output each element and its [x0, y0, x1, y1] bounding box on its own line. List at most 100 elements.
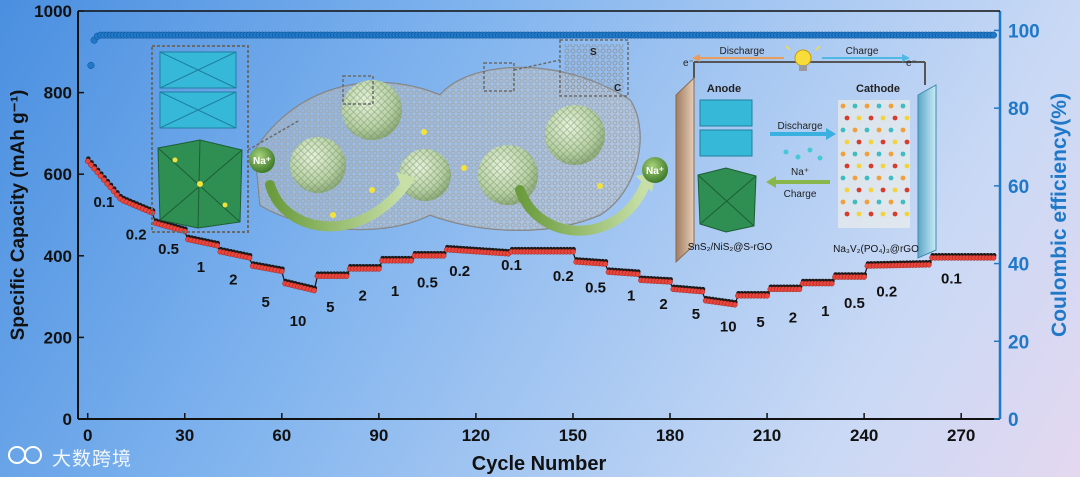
discharge-capacity-point [279, 268, 285, 275]
rate-label: 5 [692, 306, 700, 323]
cathode-atom [876, 199, 882, 205]
capacity-series [84, 156, 997, 308]
cathode-atom [892, 187, 898, 193]
discharge-capacity-point [570, 248, 576, 255]
cathode-atom [856, 139, 862, 145]
cathode-atom [864, 199, 870, 205]
x-tick-label: 60 [272, 426, 291, 445]
plot-frame [77, 10, 1002, 420]
cathode-atom [840, 103, 846, 109]
anode-label: Anode [707, 83, 741, 95]
material-schematic: S C Na⁺ Na⁺ [151, 39, 668, 236]
cathode-crystal [838, 100, 910, 228]
discharge-capacity-point [634, 271, 641, 277]
cathode-atom [904, 211, 910, 217]
anode-plate [675, 76, 695, 264]
y-left-tick-label: 200 [44, 328, 72, 347]
cathode-atom [844, 187, 850, 193]
cathode-atom [892, 139, 898, 145]
cathode-atom [844, 139, 850, 145]
cathode-plate [917, 84, 937, 259]
y-right-tick-label: 40 [1008, 255, 1029, 276]
cathode-atom [888, 127, 894, 133]
cathode-atom [888, 103, 894, 109]
discharge-capacity-point [796, 286, 803, 293]
rate-label: 0.2 [126, 226, 147, 243]
discharge-capacity-point [764, 292, 770, 299]
anode-formula: SnS₂/NiS₂@S-rGO [688, 242, 773, 253]
rate-label: 2 [229, 271, 237, 288]
y-right-tick-label: 80 [1008, 99, 1029, 120]
cathode-atom [868, 115, 874, 121]
rate-label: 2 [789, 310, 797, 327]
y-right-tick-label: 20 [1008, 332, 1029, 353]
cathode-atom [904, 139, 910, 145]
cathode-atom [892, 163, 898, 169]
anode-crystal [697, 99, 757, 233]
cathode-atom [888, 199, 894, 205]
cathode-atom [840, 199, 846, 205]
cathode-atom [876, 175, 882, 181]
discharge-capacity-point [926, 261, 932, 268]
cathode-atom [880, 187, 886, 193]
watermark-logo [8, 446, 42, 464]
cathode-atom [844, 115, 850, 121]
cathode-label: Cathode [856, 83, 900, 95]
discharge-capacity-point [88, 162, 94, 168]
rate-label: 10 [290, 313, 307, 330]
discharge-capacity-point [91, 165, 97, 172]
cathode-atom [900, 175, 906, 181]
x-tick-label: 270 [947, 426, 975, 445]
cathode-atom [868, 187, 874, 193]
sodium-ion-left [249, 147, 275, 173]
rate-label: 2 [359, 288, 367, 305]
y-left-tick-label: 600 [44, 165, 72, 184]
rate-label: 10 [720, 318, 737, 335]
cathode-atom [876, 103, 882, 109]
cathode-atom [888, 151, 894, 157]
discharge-capacity-point [731, 301, 738, 308]
cathode-atom [852, 151, 858, 157]
discharge-capacity-point [408, 257, 415, 264]
y-right-tick-label: 60 [1008, 177, 1029, 198]
x-tick-label: 210 [753, 426, 781, 445]
rate-label: 0.5 [417, 275, 438, 292]
discharge-capacity-point [107, 184, 114, 191]
na-mid-label: Na⁺ [791, 167, 809, 178]
discharge-capacity-point [114, 192, 120, 198]
lightbulb-icon [785, 45, 821, 71]
discharge-capacity-point [104, 180, 110, 187]
cathode-atom [856, 115, 862, 121]
cathode-atom [864, 127, 870, 133]
rate-label: 1 [821, 303, 829, 320]
cathode-atom [880, 115, 886, 121]
sns2-layer-crystal [159, 51, 237, 129]
cathode-atom [888, 175, 894, 181]
rate-label: 0.1 [501, 257, 522, 274]
cathode-atom [880, 163, 886, 169]
crystal-inset [151, 45, 249, 233]
x-tick-label: 180 [656, 426, 684, 445]
rate-label: 0.2 [449, 263, 470, 280]
lattice-inset [559, 39, 629, 97]
rate-label: 0.5 [844, 295, 865, 312]
discharge-capacity-point [667, 279, 673, 285]
efficiency-point [87, 61, 95, 69]
discharge-capacity-point [828, 280, 835, 287]
discharge-capacity-point [110, 188, 117, 194]
rate-label: 5 [261, 294, 269, 311]
rate-label: 0.5 [158, 241, 179, 258]
discharge-capacity-point [440, 252, 447, 259]
y-left-tick-label: 800 [44, 84, 72, 103]
cathode-atom [840, 175, 846, 181]
cathode-atom [900, 151, 906, 157]
y-axis-right-title: Coulombic efficiency(%) [1048, 93, 1071, 337]
cathode-atom [840, 151, 846, 157]
efficiency-point [990, 31, 997, 39]
cathode-atom [864, 103, 870, 109]
cathode-atom [864, 175, 870, 181]
cathode-atom [852, 175, 858, 181]
cathode-atom [892, 115, 898, 121]
x-tick-label: 120 [462, 426, 490, 445]
